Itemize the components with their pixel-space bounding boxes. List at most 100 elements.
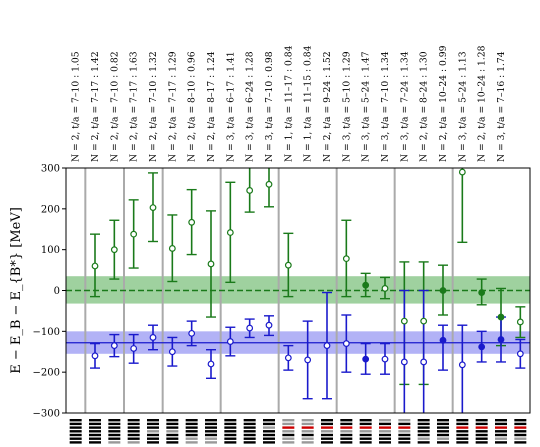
- data-point-s0-20: [516, 318, 524, 326]
- data-point-s0-16: [439, 287, 447, 294]
- data-point-s1-8: [246, 324, 254, 332]
- operator-strip-bar: [205, 430, 217, 433]
- operator-strip-bar: [379, 430, 391, 433]
- data-point-s1-3: [149, 334, 157, 341]
- data-point-s1-17: [420, 358, 428, 366]
- operator-strip-bar: [340, 430, 353, 433]
- operator-strip-bar: [282, 433, 295, 437]
- data-point-s1-0: [91, 352, 99, 360]
- data-point-s1-18: [439, 336, 447, 344]
- fit-label: N = 2, t/a = 10–24 : 1.28: [477, 45, 488, 162]
- operator-strip-bar: [359, 437, 372, 440]
- fit-label: N = 3, t/a = 6–24 : 1.28: [245, 51, 256, 162]
- data-point-s0-0: [91, 262, 99, 270]
- operator-strip-bar: [69, 419, 82, 422]
- operator-strip-bar: [127, 419, 140, 422]
- operator-strip-bar: [514, 437, 527, 440]
- operator-strip-bar: [185, 433, 198, 437]
- operator-strip-bar: [69, 422, 82, 426]
- operator-strip-bar: [224, 441, 237, 444]
- operator-strip-bar: [89, 441, 101, 444]
- operator-strip-bar: [89, 426, 101, 429]
- fit-label: N = 2, t/a = 7–17 : 1.63: [129, 51, 140, 162]
- operator-strip-bar: [263, 419, 275, 422]
- operator-strip-bar: [108, 419, 121, 422]
- fit-label: N = 2, t/a = 10–24 : 0.99: [438, 45, 449, 162]
- operator-strip-bar: [282, 422, 295, 426]
- operator-strip-bar: [147, 419, 159, 422]
- operator-strip-bar: [224, 433, 237, 437]
- operator-strip-bar: [89, 430, 101, 433]
- operator-strip-bar: [359, 422, 372, 426]
- operator-strip-bar: [456, 419, 469, 422]
- fit-label: N = 3, t/a = 7–10 : 0.98: [264, 51, 275, 162]
- operator-strip-bar: [437, 433, 449, 437]
- operator-strip-bar: [108, 437, 121, 440]
- data-point-s0-2: [130, 230, 138, 238]
- data-point-s0-7: [226, 229, 234, 236]
- fit-label: N = 3, t/a = 5–24 : 1.13: [457, 51, 468, 162]
- operator-strip-bar: [127, 433, 140, 437]
- fit-label: N = 2, t/a = 7–17 : 1.42: [90, 51, 101, 162]
- operator-strip-bar: [495, 437, 507, 440]
- operator-strip-bar: [224, 430, 237, 433]
- operator-strip-bar: [243, 441, 256, 444]
- data-point-s0-3: [149, 204, 157, 212]
- operator-strip-bar: [398, 433, 411, 437]
- operator-strip-bar: [379, 433, 391, 437]
- operator-strip-bar: [147, 433, 159, 437]
- operator-strip-bar: [108, 430, 121, 433]
- operator-strip-bar: [379, 437, 391, 440]
- operator-strip-bar: [514, 433, 527, 437]
- operator-strip-bar: [243, 422, 256, 426]
- fit-label: N = 2, t/a = 7–10 : 1.05: [71, 51, 82, 162]
- fit-label: N = 3, t/a = 7–16 : 1.74: [496, 51, 507, 162]
- operator-strip-bar: [185, 422, 198, 426]
- operator-strip-bar: [398, 430, 411, 433]
- operator-strip-bar: [475, 441, 488, 444]
- operator-strip-bar: [514, 419, 527, 422]
- operator-strip-bar: [340, 437, 353, 440]
- operator-strip-bar: [379, 422, 391, 426]
- operator-strip-bar: [475, 419, 488, 422]
- data-point-s1-4: [168, 348, 176, 356]
- operator-strip-bar: [147, 430, 159, 433]
- operator-strip-bar: [398, 426, 411, 429]
- operator-strip-bar: [185, 426, 198, 429]
- data-point-s1-13: [342, 340, 350, 347]
- fit-label: N = 2, t/a = 9–24 : 1.52: [322, 51, 333, 162]
- operator-strip-bar: [417, 441, 430, 444]
- data-point-s1-6: [207, 360, 215, 368]
- data-point-s1-1: [110, 342, 118, 350]
- fit-label: N = 2, t/a = 8–17 : 1.24: [206, 51, 217, 162]
- data-point-s0-11: [342, 255, 350, 263]
- data-point-s0-19: [497, 313, 505, 321]
- y-tick-label: −300: [33, 409, 60, 420]
- operator-strip-bar: [263, 437, 275, 440]
- operator-strip-bar: [243, 419, 256, 422]
- operator-strip-bar: [417, 430, 430, 433]
- fit-label: N = 2, t/a = 7–17 : 1.29: [167, 51, 178, 162]
- operator-strip-bar: [359, 419, 372, 422]
- operator-strip-bar: [417, 437, 430, 440]
- operator-strip-bar: [359, 441, 372, 444]
- operator-strip-bar: [379, 419, 391, 422]
- operator-strip-bar: [340, 433, 353, 437]
- operator-strip-bar: [89, 422, 101, 426]
- data-point-s1-20: [478, 343, 486, 351]
- operator-strip-bar: [185, 437, 198, 440]
- operator-strip-bar: [495, 433, 507, 437]
- operator-strip-bar: [417, 422, 430, 426]
- operator-strip-bar: [417, 426, 430, 429]
- operator-strip-bar: [301, 433, 314, 437]
- operator-strip-bar: [398, 441, 411, 444]
- data-point-s0-18: [478, 289, 486, 296]
- operator-strip-bar: [127, 430, 140, 433]
- operator-strip-bar: [282, 437, 295, 440]
- data-point-s0-13: [381, 285, 389, 292]
- operator-strip-bar: [243, 437, 256, 440]
- operator-strip-bar: [321, 433, 333, 437]
- operator-strip-bar: [475, 426, 488, 429]
- operator-strip-bar: [224, 426, 237, 429]
- operator-strip-bar: [456, 437, 469, 440]
